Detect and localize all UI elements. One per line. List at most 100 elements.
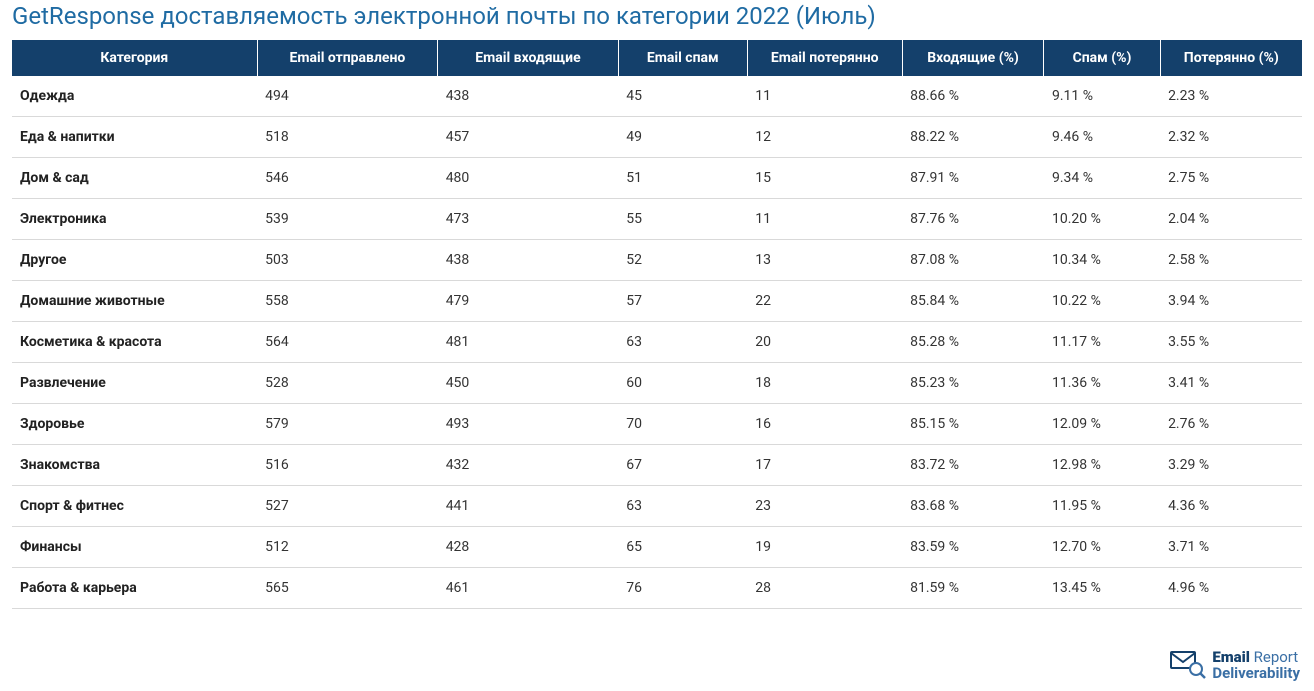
table-cell: 3.29 % bbox=[1160, 445, 1302, 486]
table-cell: 83.68 % bbox=[902, 486, 1044, 527]
table-cell: 461 bbox=[438, 568, 619, 609]
logo-line2: Deliverability bbox=[1212, 666, 1300, 682]
table-cell: 63 bbox=[618, 486, 747, 527]
table-cell: 12.98 % bbox=[1044, 445, 1160, 486]
table-cell: 4.96 % bbox=[1160, 568, 1302, 609]
table-cell: 2.58 % bbox=[1160, 240, 1302, 281]
table-cell: 481 bbox=[438, 322, 619, 363]
table-cell: 11 bbox=[747, 199, 902, 240]
table-cell: 13 bbox=[747, 240, 902, 281]
table-cell: 428 bbox=[438, 527, 619, 568]
table-cell: 512 bbox=[257, 527, 438, 568]
table-cell: 52 bbox=[618, 240, 747, 281]
table-cell: 65 bbox=[618, 527, 747, 568]
col-spam: Email спам bbox=[618, 40, 747, 76]
table-cell: 3.55 % bbox=[1160, 322, 1302, 363]
table-cell: 450 bbox=[438, 363, 619, 404]
table-cell: 2.04 % bbox=[1160, 199, 1302, 240]
table-cell: Развлечение bbox=[12, 363, 257, 404]
table-cell: Одежда bbox=[12, 76, 257, 117]
table-cell: 3.41 % bbox=[1160, 363, 1302, 404]
table-cell: 70 bbox=[618, 404, 747, 445]
table-cell: 85.23 % bbox=[902, 363, 1044, 404]
table-cell: 51 bbox=[618, 158, 747, 199]
table-cell: 22 bbox=[747, 281, 902, 322]
table-cell: 57 bbox=[618, 281, 747, 322]
table-cell: 518 bbox=[257, 117, 438, 158]
table-cell: 10.34 % bbox=[1044, 240, 1160, 281]
table-header-row: Категория Email отправлено Email входящи… bbox=[12, 40, 1302, 76]
table-row: Работа & карьера565461762881.59 %13.45 %… bbox=[12, 568, 1302, 609]
table-cell: 28 bbox=[747, 568, 902, 609]
table-cell: 83.59 % bbox=[902, 527, 1044, 568]
table-cell: 2.75 % bbox=[1160, 158, 1302, 199]
table-cell: 85.15 % bbox=[902, 404, 1044, 445]
table-cell: 45 bbox=[618, 76, 747, 117]
table-cell: 20 bbox=[747, 322, 902, 363]
table-cell: 23 bbox=[747, 486, 902, 527]
table-cell: 546 bbox=[257, 158, 438, 199]
table-cell: 527 bbox=[257, 486, 438, 527]
table-cell: 441 bbox=[438, 486, 619, 527]
deliverability-table: Категория Email отправлено Email входящи… bbox=[12, 40, 1302, 609]
table-cell: 63 bbox=[618, 322, 747, 363]
table-cell: Электроника bbox=[12, 199, 257, 240]
table-cell: 55 bbox=[618, 199, 747, 240]
table-cell: 3.94 % bbox=[1160, 281, 1302, 322]
table-cell: 76 bbox=[618, 568, 747, 609]
table-row: Еда & напитки518457491288.22 %9.46 %2.32… bbox=[12, 117, 1302, 158]
table-cell: 528 bbox=[257, 363, 438, 404]
table-row: Электроника539473551187.76 %10.20 %2.04 … bbox=[12, 199, 1302, 240]
table-row: Домашние животные558479572285.84 %10.22 … bbox=[12, 281, 1302, 322]
table-cell: 3.71 % bbox=[1160, 527, 1302, 568]
table-cell: 473 bbox=[438, 199, 619, 240]
table-cell: 494 bbox=[257, 76, 438, 117]
table-cell: 503 bbox=[257, 240, 438, 281]
brand-logo: Email Report Deliverability bbox=[1170, 649, 1300, 683]
table-row: Спорт & фитнес527441632383.68 %11.95 %4.… bbox=[12, 486, 1302, 527]
table-cell: 49 bbox=[618, 117, 747, 158]
table-cell: 60 bbox=[618, 363, 747, 404]
table-cell: 565 bbox=[257, 568, 438, 609]
table-cell: 88.22 % bbox=[902, 117, 1044, 158]
table-row: Дом & сад546480511587.91 %9.34 %2.75 % bbox=[12, 158, 1302, 199]
table-cell: 87.91 % bbox=[902, 158, 1044, 199]
table-row: Одежда494438451188.66 %9.11 %2.23 % bbox=[12, 76, 1302, 117]
table-cell: 85.28 % bbox=[902, 322, 1044, 363]
table-cell: 9.34 % bbox=[1044, 158, 1160, 199]
table-cell: 15 bbox=[747, 158, 902, 199]
col-inbox-pct: Входящие (%) bbox=[902, 40, 1044, 76]
table-cell: 18 bbox=[747, 363, 902, 404]
table-cell: 10.20 % bbox=[1044, 199, 1160, 240]
table-cell: 9.46 % bbox=[1044, 117, 1160, 158]
table-cell: 480 bbox=[438, 158, 619, 199]
col-lost-pct: Потерянно (%) bbox=[1160, 40, 1302, 76]
table-row: Косметика & красота564481632085.28 %11.1… bbox=[12, 322, 1302, 363]
col-lost: Email потерянно bbox=[747, 40, 902, 76]
table-cell: 81.59 % bbox=[902, 568, 1044, 609]
table-cell: 558 bbox=[257, 281, 438, 322]
table-cell: Домашние животные bbox=[12, 281, 257, 322]
table-cell: 11.36 % bbox=[1044, 363, 1160, 404]
table-cell: 539 bbox=[257, 199, 438, 240]
table-row: Финансы512428651983.59 %12.70 %3.71 % bbox=[12, 527, 1302, 568]
table-cell: 19 bbox=[747, 527, 902, 568]
envelope-magnify-icon bbox=[1170, 649, 1206, 683]
table-cell: 2.32 % bbox=[1160, 117, 1302, 158]
table-cell: 11 bbox=[747, 76, 902, 117]
table-cell: 67 bbox=[618, 445, 747, 486]
table-cell: 564 bbox=[257, 322, 438, 363]
table-cell: 4.36 % bbox=[1160, 486, 1302, 527]
table-cell: 2.23 % bbox=[1160, 76, 1302, 117]
table-cell: 11.95 % bbox=[1044, 486, 1160, 527]
table-cell: 83.72 % bbox=[902, 445, 1044, 486]
col-sent: Email отправлено bbox=[257, 40, 438, 76]
table-cell: Еда & напитки bbox=[12, 117, 257, 158]
table-cell: Знакомства bbox=[12, 445, 257, 486]
table-cell: 432 bbox=[438, 445, 619, 486]
col-spam-pct: Спам (%) bbox=[1044, 40, 1160, 76]
table-cell: 493 bbox=[438, 404, 619, 445]
table-row: Другое503438521387.08 %10.34 %2.58 % bbox=[12, 240, 1302, 281]
page-title: GetResponse доставляемость электронной п… bbox=[12, 2, 1302, 30]
table-cell: 457 bbox=[438, 117, 619, 158]
